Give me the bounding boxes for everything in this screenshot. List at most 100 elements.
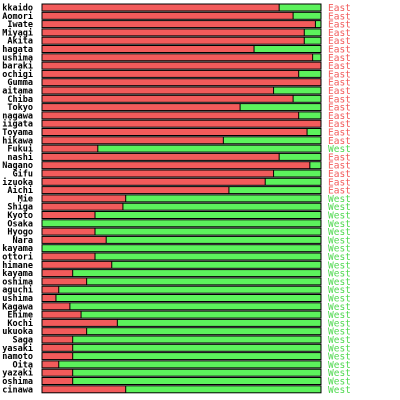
category-label-nagasaki: yasaki	[2, 343, 33, 354]
bar-outline-saitama	[41, 86, 322, 95]
bar-outline-tochigi	[41, 69, 322, 78]
region-label-kagawa: West	[328, 302, 351, 313]
category-label-miyazaki: yazaki	[2, 368, 33, 379]
category-label-shiga: Shiga	[7, 202, 33, 213]
bar-east-kyoto	[42, 211, 96, 219]
bar-east-nagano	[42, 161, 310, 169]
category-label-gumma: Gumma	[7, 78, 33, 88]
region-label-tochigi: East	[328, 69, 351, 80]
bar-west-yamaguchi	[58, 286, 322, 294]
region-label-saga: West	[328, 335, 351, 346]
bar-west-hiroshima	[86, 277, 321, 285]
bar-west-nara	[106, 236, 321, 244]
bar-outline-aichi	[41, 186, 322, 195]
category-label-aichi: Aichi	[7, 185, 33, 196]
bar-outline-shizuoka	[41, 177, 322, 186]
region-label-yamanashi: East	[328, 152, 351, 163]
bar-east-yamaguchi	[42, 286, 59, 294]
bar-east-kagoshima	[42, 377, 73, 385]
bar-west-mie	[125, 194, 321, 202]
bar-east-saga	[42, 336, 73, 343]
region-label-hokkaido: East	[328, 3, 351, 14]
bar-west-ehime	[81, 311, 321, 319]
region-label-fukui: West	[328, 144, 351, 155]
region-label-okinawa: West	[328, 385, 351, 396]
bars	[41, 3, 322, 394]
region-label-shizuoka: East	[328, 177, 351, 188]
region-label-kochi: West	[328, 318, 351, 329]
bar-east-kumamoto	[42, 352, 73, 360]
region-label-kagoshima: West	[328, 377, 351, 388]
category-labels: kkaidoAomoriIwateMiyagiAkitahagataushima…	[2, 3, 33, 396]
bar-west-fukui	[97, 145, 321, 153]
bar-outline-chiba	[41, 94, 322, 103]
bar-west-chiba	[293, 95, 321, 103]
region-label-tottori: West	[328, 252, 351, 263]
category-label-wakayama: kayama	[2, 244, 33, 254]
bar-west-saga	[72, 336, 321, 343]
category-label-hokkaido: kkaido	[2, 3, 33, 14]
bar-east-tokushima	[42, 294, 56, 302]
category-label-niigata: iigata	[2, 119, 33, 130]
bar-west-kagoshima	[72, 377, 321, 385]
bar-west-kagawa	[69, 302, 322, 310]
region-label-oita: West	[328, 360, 351, 371]
region-label-ibaraki: East	[328, 61, 351, 72]
bar-west-tokyo	[240, 103, 321, 111]
category-label-kochi: Kochi	[7, 318, 33, 329]
bar-east-yamagata	[42, 45, 255, 53]
bar-outline-saga	[41, 335, 322, 344]
bar-east-shiga	[42, 203, 123, 211]
bar-east-gumma	[42, 78, 321, 86]
bar-east-fukuoka	[42, 327, 87, 335]
bar-outline-tottori	[41, 252, 322, 261]
bar-east-miyagi	[42, 28, 305, 36]
bar-west-kochi	[117, 319, 321, 327]
region-label-mie: West	[328, 194, 351, 205]
bar-outline-hokkaido	[41, 3, 322, 12]
bar-outline-mie	[41, 194, 322, 203]
bar-east-ehime	[42, 311, 82, 319]
bar-east-yamanashi	[42, 153, 280, 161]
category-label-ishikawa: hikawa	[2, 135, 33, 146]
bar-east-kanagawa	[42, 111, 299, 119]
bar-outline-toyama	[41, 128, 322, 136]
category-label-tokushima: ushima	[2, 293, 33, 304]
region-label-yamagata: East	[328, 45, 351, 56]
bar-west-saitama	[273, 87, 321, 94]
bar-outline-fukuoka	[41, 327, 322, 336]
category-label-ibaraki: baraki	[2, 61, 33, 72]
category-label-nara: Nara	[13, 236, 33, 246]
bar-east-shizuoka	[42, 178, 266, 186]
bar-east-hiroshima	[42, 277, 87, 285]
bar-outline-kochi	[41, 318, 322, 327]
bar-west-kumamoto	[72, 352, 321, 360]
bar-west-aomori	[293, 12, 321, 20]
bar-outline-gumma	[41, 78, 322, 87]
region-label-kumamoto: West	[328, 352, 351, 363]
region-label-yamaguchi: West	[328, 285, 351, 296]
bar-east-kagawa	[42, 302, 70, 310]
bar-outline-iwate	[41, 20, 322, 29]
bar-west-aichi	[228, 186, 321, 194]
region-label-iwate: East	[328, 20, 351, 31]
region-label-toyama: East	[328, 128, 351, 139]
bar-outline-yamaguchi	[41, 285, 322, 294]
bar-east-gifu	[42, 170, 274, 177]
bar-west-hokkaido	[279, 4, 321, 11]
bar-west-oita	[58, 360, 322, 368]
bar-outline-akita	[41, 36, 322, 45]
category-label-miyagi: Miyagi	[2, 27, 33, 38]
bar-west-fukuoka	[86, 327, 321, 335]
category-label-saitama: aitama	[2, 86, 33, 97]
category-label-shimane: himane	[2, 260, 33, 271]
region-label-miyagi: East	[328, 28, 351, 39]
category-label-iwate: Iwate	[7, 20, 33, 30]
bar-west-okayama	[72, 269, 321, 277]
region-label-osaka: West	[328, 219, 351, 230]
category-label-yamaguchi: aguchi	[2, 285, 33, 296]
bar-east-hokkaido	[42, 4, 280, 11]
category-label-yamanashi: nashi	[7, 152, 33, 163]
bar-outline-shimane	[41, 260, 322, 269]
